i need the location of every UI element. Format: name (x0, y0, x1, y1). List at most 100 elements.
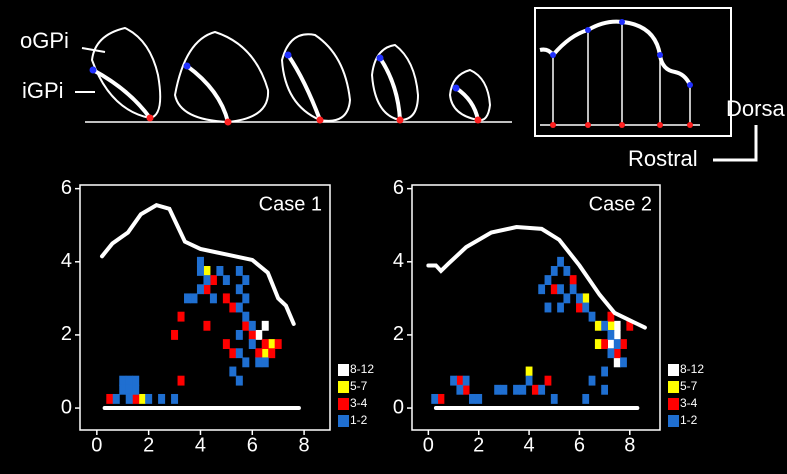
cell (229, 302, 237, 313)
cell (235, 329, 243, 340)
y-tick-label: 6 (393, 177, 404, 199)
cell (177, 311, 185, 322)
cell (216, 265, 224, 276)
x-tick-label: 6 (247, 434, 258, 456)
cell (513, 384, 520, 395)
cell (255, 357, 263, 368)
cell (437, 393, 445, 404)
cell (601, 320, 609, 331)
cell (569, 275, 577, 286)
plot-frame (79, 184, 331, 431)
y-tick-label: 2 (61, 323, 72, 345)
cell (607, 320, 615, 331)
cell (588, 311, 596, 322)
legend-swatch (338, 398, 349, 410)
cell (209, 275, 217, 286)
cell (594, 339, 602, 350)
case-title: Case 2 (589, 193, 652, 215)
cell (222, 275, 230, 286)
y-tick-label: 4 (61, 250, 72, 272)
cell (196, 256, 204, 267)
cell (563, 265, 571, 276)
cell (550, 265, 558, 276)
cell (255, 329, 263, 340)
cell (525, 375, 533, 386)
cell (601, 366, 609, 377)
cell (261, 339, 269, 350)
cell (557, 284, 564, 295)
x-tick-label: 2 (473, 434, 484, 456)
cell (613, 357, 621, 368)
cell (184, 293, 192, 304)
legend-label: 8-12 (350, 362, 374, 376)
cell (229, 348, 237, 359)
cell (132, 384, 140, 395)
cell (268, 339, 276, 350)
cell (177, 375, 185, 386)
cell (242, 357, 250, 368)
cell (261, 348, 269, 359)
cell (588, 375, 596, 386)
cell (500, 384, 508, 395)
cell (132, 393, 140, 404)
cell (550, 393, 558, 404)
cell (119, 384, 127, 395)
label-dorsal: Dorsa (726, 96, 785, 121)
cell (582, 302, 590, 313)
cell (456, 384, 464, 395)
cell (613, 320, 621, 331)
cell (613, 329, 621, 340)
cell (557, 302, 564, 313)
cell (538, 284, 546, 295)
cell (268, 348, 276, 359)
cell (607, 348, 615, 359)
cell (235, 348, 243, 359)
cell (607, 311, 615, 322)
cell (125, 393, 133, 404)
legend-swatch (668, 415, 679, 427)
cell (576, 293, 583, 304)
cell (248, 329, 256, 340)
cell (242, 311, 250, 322)
y-tick-label: 2 (393, 323, 404, 345)
cell (196, 284, 204, 295)
cell (569, 284, 577, 295)
cell (544, 302, 552, 313)
cell (255, 348, 263, 359)
plot-frame (411, 184, 661, 431)
cell (274, 339, 282, 350)
cell (626, 320, 634, 331)
cell (431, 393, 439, 404)
cell (190, 293, 198, 304)
cell (607, 329, 615, 340)
cell (242, 293, 250, 304)
y-tick-label: 4 (393, 250, 404, 272)
label-igpi: iGPi (22, 78, 64, 103)
legend-label: 1-2 (350, 413, 368, 427)
outline-line (426, 225, 647, 330)
anatomy-sketch (75, 7, 758, 162)
label-ogpi: oGPi (20, 28, 69, 53)
cell (557, 256, 564, 267)
legend-label: 5-7 (350, 379, 368, 393)
cell (456, 375, 464, 386)
legend-swatch (668, 381, 679, 393)
cell (158, 393, 166, 404)
cell (112, 393, 120, 404)
cell (229, 366, 237, 377)
cell (235, 265, 243, 276)
cell (538, 384, 546, 395)
cell (125, 375, 133, 386)
cell (222, 339, 230, 350)
cell (525, 366, 533, 377)
cell (145, 393, 153, 404)
cell (235, 375, 243, 386)
legend-swatch (338, 364, 349, 376)
cell (582, 293, 590, 304)
cell (613, 348, 621, 359)
cell (203, 320, 211, 331)
cell (544, 275, 552, 286)
cell (620, 339, 627, 350)
cell (563, 293, 571, 304)
